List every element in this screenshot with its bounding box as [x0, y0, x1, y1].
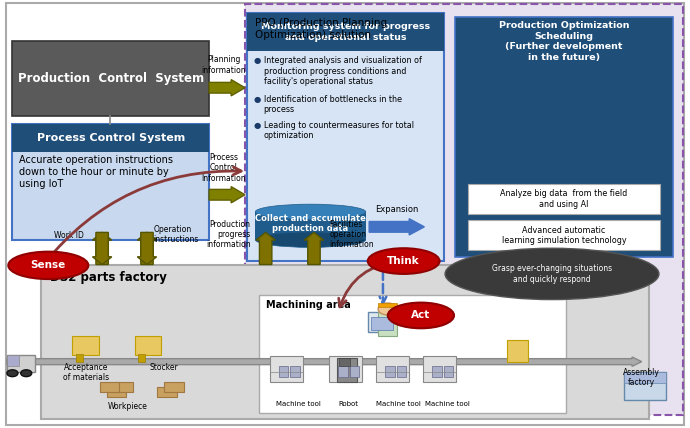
- Bar: [624, 372, 666, 383]
- Bar: [255, 212, 366, 240]
- Bar: [107, 387, 126, 397]
- Bar: [385, 366, 395, 377]
- Bar: [279, 366, 288, 377]
- Ellipse shape: [445, 248, 659, 300]
- Text: Analyze big data  from the field
and using AI: Analyze big data from the field and usin…: [500, 189, 628, 209]
- Text: Production Optimization
Scheduling
(Further development
in the future): Production Optimization Scheduling (Furt…: [499, 21, 629, 62]
- Bar: [135, 336, 161, 355]
- Text: Integrated analysis and visualization of
production progress conditions and
faci: Integrated analysis and visualization of…: [264, 56, 422, 86]
- Text: Accurate operation instructions
down to the hour or minute by
using IoT: Accurate operation instructions down to …: [19, 155, 173, 189]
- FancyArrow shape: [209, 80, 245, 96]
- FancyArrow shape: [92, 232, 112, 265]
- Text: Robot: Robot: [339, 401, 358, 407]
- Text: Act: Act: [411, 310, 431, 321]
- Text: Sense: Sense: [30, 260, 66, 270]
- FancyArrow shape: [92, 232, 112, 265]
- Circle shape: [21, 370, 32, 377]
- Ellipse shape: [255, 232, 366, 247]
- Bar: [455, 17, 673, 257]
- Text: Machine tool: Machine tool: [424, 401, 470, 407]
- FancyArrow shape: [256, 232, 275, 265]
- Text: Operation
instructions: Operation instructions: [153, 225, 199, 244]
- Text: Machine tool: Machine tool: [376, 401, 422, 407]
- Text: Assembly
factory: Assembly factory: [623, 368, 660, 387]
- Text: Planning
information: Planning information: [201, 56, 246, 75]
- Bar: [468, 184, 660, 214]
- Text: Grasp ever-changing situations
and quickly respond: Grasp ever-changing situations and quick…: [492, 264, 612, 284]
- Text: Workpiece: Workpiece: [108, 402, 148, 411]
- FancyArrow shape: [137, 232, 157, 265]
- Bar: [432, 366, 442, 377]
- Bar: [270, 356, 303, 382]
- Bar: [290, 366, 300, 377]
- Bar: [350, 366, 359, 377]
- Bar: [329, 356, 362, 382]
- Bar: [247, 13, 444, 51]
- Text: Advanced automatic
learning simulation technology: Advanced automatic learning simulation t…: [502, 226, 627, 245]
- Ellipse shape: [388, 303, 454, 328]
- Bar: [339, 358, 350, 366]
- Bar: [72, 336, 99, 355]
- Text: PPO (Production Planning
Optimization) solution: PPO (Production Planning Optimization) s…: [255, 18, 387, 39]
- Bar: [41, 265, 649, 419]
- Text: ●: ●: [254, 56, 262, 65]
- FancyArrow shape: [137, 232, 157, 265]
- Text: Work ID: Work ID: [55, 231, 84, 240]
- Bar: [368, 312, 395, 332]
- FancyArrow shape: [7, 357, 642, 366]
- Text: Production  Control  System: Production Control System: [18, 71, 204, 85]
- Bar: [507, 340, 528, 362]
- Ellipse shape: [368, 248, 440, 274]
- Bar: [259, 295, 566, 413]
- Bar: [444, 366, 453, 377]
- Ellipse shape: [255, 204, 366, 220]
- Text: Machining area: Machining area: [266, 300, 351, 310]
- Bar: [7, 355, 34, 372]
- Text: Stocker: Stocker: [150, 363, 179, 372]
- Text: Facilities
operation
information: Facilities operation information: [329, 220, 374, 250]
- Bar: [376, 356, 409, 382]
- Text: Process Control System: Process Control System: [37, 133, 185, 143]
- Bar: [100, 382, 119, 392]
- Text: DS2 parts factory: DS2 parts factory: [50, 271, 166, 284]
- Text: Machine tool: Machine tool: [275, 401, 321, 407]
- Text: Identification of bottlenecks in the
process: Identification of bottlenecks in the pro…: [264, 95, 402, 114]
- Circle shape: [7, 370, 18, 377]
- Bar: [371, 317, 393, 330]
- Bar: [397, 366, 406, 377]
- Bar: [114, 382, 133, 392]
- Bar: [76, 354, 83, 362]
- Bar: [138, 354, 145, 362]
- Bar: [624, 372, 666, 400]
- Bar: [423, 356, 456, 382]
- Bar: [164, 382, 184, 392]
- Bar: [338, 366, 348, 377]
- Bar: [12, 124, 209, 152]
- Text: ●: ●: [254, 95, 262, 104]
- Bar: [12, 124, 209, 240]
- Text: ●: ●: [254, 121, 262, 130]
- Text: Collect and accumulate
production data: Collect and accumulate production data: [255, 214, 366, 233]
- FancyArrow shape: [304, 232, 324, 265]
- Bar: [157, 387, 177, 397]
- Ellipse shape: [8, 252, 88, 279]
- Bar: [378, 312, 397, 336]
- Bar: [378, 303, 397, 307]
- Bar: [247, 13, 444, 261]
- FancyArrow shape: [369, 219, 424, 235]
- Circle shape: [378, 303, 397, 315]
- Bar: [245, 4, 683, 415]
- Bar: [468, 220, 660, 250]
- Bar: [7, 355, 19, 366]
- Text: Process
Control
Information: Process Control Information: [201, 153, 246, 183]
- Bar: [12, 41, 209, 116]
- Text: Think: Think: [387, 256, 420, 266]
- Text: Expansion: Expansion: [375, 205, 418, 214]
- Text: Monitoring system for progress
and operational status: Monitoring system for progress and opera…: [261, 22, 430, 42]
- Bar: [337, 358, 357, 382]
- Text: Production
progress
information: Production progress information: [206, 220, 250, 250]
- Text: Acceptance
of materials: Acceptance of materials: [63, 363, 109, 382]
- Text: Leading to countermeasures for total
optimization: Leading to countermeasures for total opt…: [264, 121, 413, 140]
- FancyArrow shape: [209, 187, 245, 203]
